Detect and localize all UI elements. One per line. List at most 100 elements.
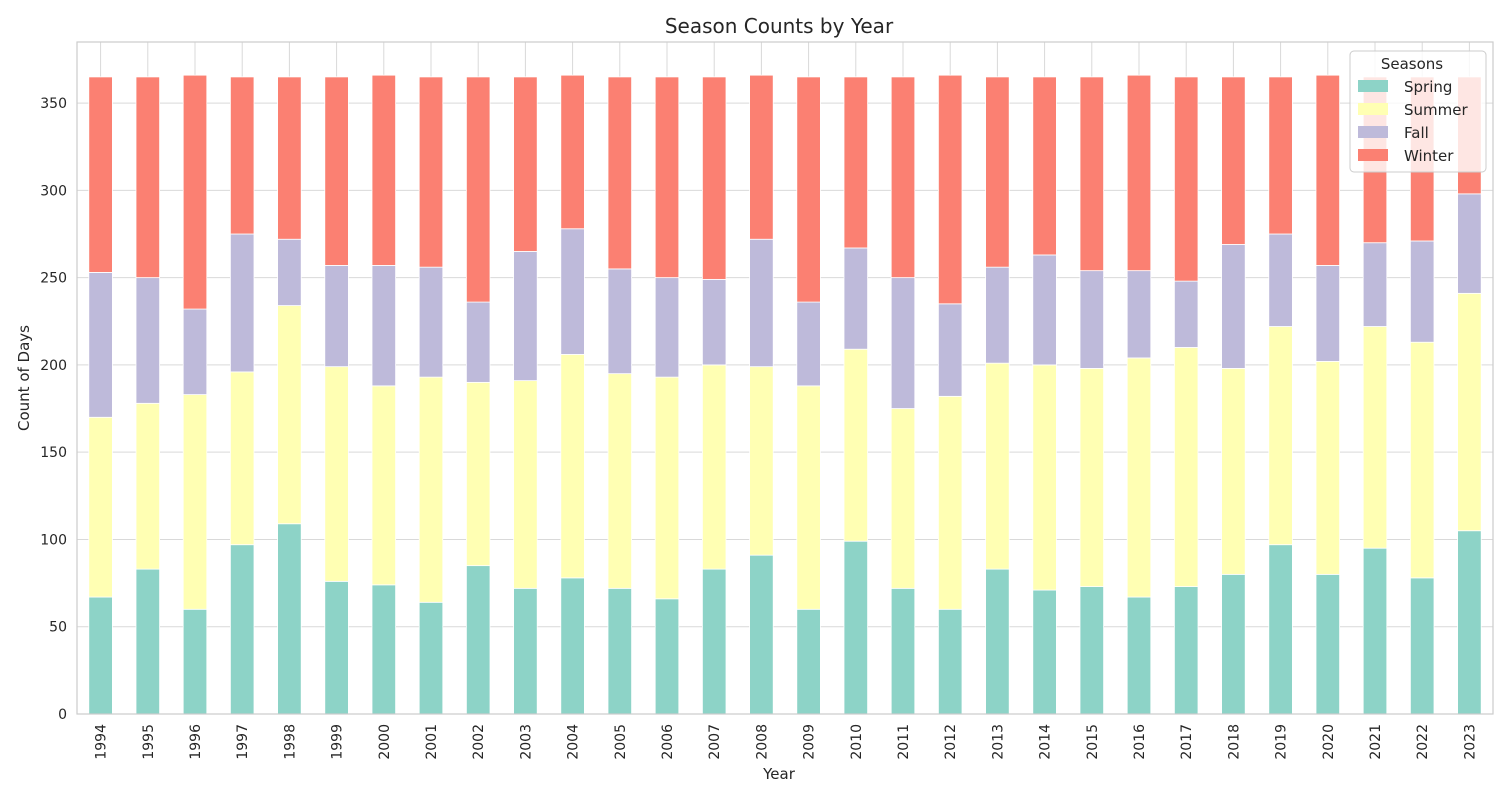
x-tick-label: 2016 — [1132, 724, 1148, 760]
y-tick-labels: 0 50 100 150 200 250 300 350 — [40, 96, 67, 723]
bar-winter-1996 — [182, 74, 208, 310]
bar-spring-2014 — [1032, 589, 1057, 715]
bar-fall-2003 — [513, 251, 538, 382]
bar-winter-2017 — [1174, 76, 1199, 282]
bar-spring-2013 — [985, 568, 1010, 715]
bar-fall-2016 — [1126, 270, 1152, 359]
bar-summer-1998 — [277, 305, 302, 525]
bar-fall-2013 — [985, 266, 1010, 364]
bar-winter-1997 — [229, 76, 255, 235]
bar-spring-2015 — [1079, 586, 1105, 715]
x-tick-label: 2002 — [471, 724, 487, 760]
y-tick-label: 200 — [40, 358, 67, 374]
bar-summer-2020 — [1315, 361, 1341, 575]
legend: Seasons Spring Summer Fall Winter — [1349, 50, 1487, 173]
bar-summer-1996 — [182, 394, 208, 610]
bar-spring-2000 — [371, 584, 397, 715]
bar-winter-2010 — [843, 76, 869, 249]
bar-fall-2019 — [1268, 233, 1293, 327]
bar-fall-2023 — [1457, 193, 1482, 294]
bar-fall-2000 — [371, 265, 397, 387]
bar-winter-2011 — [890, 76, 916, 279]
bar-winter-2013 — [985, 76, 1010, 268]
bar-spring-1997 — [229, 544, 255, 715]
bar-summer-2010 — [843, 348, 869, 542]
bar-winter-2012 — [938, 74, 963, 305]
bar-spring-1995 — [135, 568, 161, 715]
legend-swatch-spring — [1358, 80, 1388, 92]
x-tick-label: 1995 — [141, 724, 157, 760]
bar-summer-2007 — [702, 364, 727, 570]
legend-swatch-winter — [1358, 149, 1388, 161]
bar-fall-2012 — [938, 303, 963, 397]
bar-fall-2014 — [1032, 254, 1057, 366]
bar-fall-2022 — [1410, 240, 1435, 343]
bar-spring-2004 — [560, 577, 585, 715]
x-tick-label: 2011 — [896, 724, 912, 760]
x-tick-label: 2013 — [990, 724, 1006, 760]
bar-summer-2019 — [1268, 326, 1293, 546]
x-tick-label: 2009 — [802, 724, 818, 760]
x-tick-label: 2021 — [1368, 724, 1384, 760]
bar-spring-1994 — [88, 596, 113, 715]
bar-summer-2009 — [796, 385, 821, 610]
legend-label-winter: Winter — [1404, 147, 1454, 165]
bar-fall-2021 — [1362, 242, 1388, 327]
legend-label-spring: Spring — [1404, 78, 1452, 96]
x-tick-label: 2015 — [1085, 724, 1101, 760]
bar-spring-1998 — [277, 523, 302, 715]
bar-summer-2013 — [985, 362, 1010, 570]
bar-winter-2006 — [654, 76, 680, 279]
bar-summer-1994 — [88, 416, 113, 598]
bar-summer-2018 — [1221, 367, 1246, 575]
bar-summer-2006 — [654, 376, 680, 600]
bar-winter-2001 — [418, 76, 444, 268]
bar-summer-2016 — [1126, 357, 1152, 598]
bar-winter-2009 — [796, 76, 821, 303]
bar-spring-2021 — [1362, 547, 1388, 715]
bar-winter-2019 — [1268, 76, 1293, 235]
legend-items: Spring Summer Fall Winter — [1358, 78, 1468, 165]
bar-fall-1995 — [135, 277, 161, 404]
bar-summer-2008 — [749, 366, 774, 556]
bar-spring-2008 — [749, 554, 774, 715]
bar-summer-2014 — [1032, 364, 1057, 591]
bar-winter-2005 — [607, 76, 633, 270]
x-tick-label: 2017 — [1179, 724, 1195, 760]
bar-winter-1998 — [277, 76, 302, 240]
x-tick-label: 2001 — [424, 724, 440, 760]
bar-fall-1994 — [88, 271, 113, 418]
y-tick-label: 50 — [49, 620, 67, 636]
x-tick-label: 1998 — [282, 724, 298, 760]
y-tick-label: 100 — [40, 532, 67, 548]
bar-summer-1999 — [324, 366, 349, 582]
bar-summer-1997 — [229, 371, 255, 546]
bar-fall-2011 — [890, 277, 916, 409]
x-tick-label: 2007 — [707, 724, 723, 760]
legend-swatch-fall — [1358, 126, 1388, 138]
x-tick-labels: 1994 1995 1996 1997 1998 1999 2000 2001 2002 2003… — [94, 724, 1479, 760]
x-tick-label: 2019 — [1274, 724, 1290, 760]
bar-winter-2020 — [1315, 74, 1341, 266]
bar-winter-1995 — [135, 76, 161, 279]
bar-fall-2005 — [607, 268, 633, 375]
bar-summer-2011 — [890, 408, 916, 589]
bar-fall-2010 — [843, 247, 869, 350]
bar-fall-1998 — [277, 238, 302, 306]
bar-fall-2002 — [465, 301, 491, 383]
x-tick-label: 2010 — [849, 724, 865, 760]
bar-winter-2015 — [1079, 76, 1105, 272]
bar-fall-2006 — [654, 277, 680, 378]
x-tick-label: 2014 — [1038, 724, 1054, 760]
bar-fall-2004 — [560, 228, 585, 355]
y-tick-label: 250 — [40, 271, 67, 287]
bar-fall-1997 — [229, 233, 255, 373]
bar-summer-2002 — [465, 381, 491, 567]
bar-winter-2000 — [371, 74, 397, 266]
y-tick-label: 150 — [40, 445, 67, 461]
bar-spring-2018 — [1221, 573, 1246, 715]
x-tick-label: 2006 — [660, 724, 676, 760]
legend-title: Seasons — [1381, 55, 1443, 73]
legend-label-fall: Fall — [1404, 124, 1429, 142]
bar-spring-2001 — [418, 601, 444, 715]
